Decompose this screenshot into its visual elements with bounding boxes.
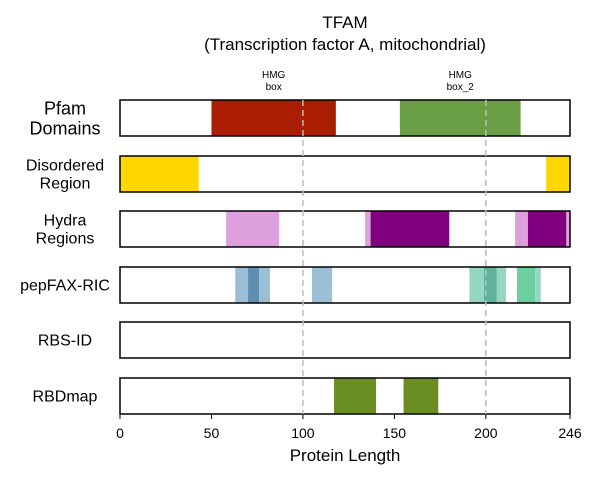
track-row: Disordered Region xyxy=(26,155,571,193)
track-row: RBS-ID xyxy=(38,321,571,359)
region-bar xyxy=(546,156,570,192)
track-row: pepFAX-RIC xyxy=(20,266,571,304)
x-tick-label: 100 xyxy=(291,425,315,441)
row-label-line: Disordered xyxy=(26,158,104,175)
domain-annotation-line: HMG xyxy=(449,70,473,81)
domain-annotation: HMG box xyxy=(262,70,286,93)
domain-annotation-line: box xyxy=(266,82,282,93)
x-axis: 0 50 100 150 200 246 xyxy=(116,414,582,441)
track-background xyxy=(120,322,570,358)
region-bar xyxy=(516,267,536,303)
x-axis-label: Protein Length xyxy=(290,446,401,465)
track-frame xyxy=(119,210,571,248)
track-frame xyxy=(119,99,571,137)
track-frame xyxy=(119,321,571,359)
row-label: Disordered Region xyxy=(26,158,104,193)
row-label-line: RBDmap xyxy=(33,389,98,406)
region-bar xyxy=(399,100,521,136)
track-frame xyxy=(119,377,571,415)
region-bar xyxy=(235,267,249,303)
track-frame xyxy=(119,266,571,304)
row-label-line: pepFAX-RIC xyxy=(20,278,110,295)
track-background xyxy=(120,211,570,247)
region-bar xyxy=(365,211,371,247)
row-label: Hydra Regions xyxy=(36,213,95,248)
region-bar xyxy=(334,378,377,414)
track-frame xyxy=(119,155,571,193)
region-bar xyxy=(312,267,333,303)
row-label: pepFAX-RIC xyxy=(20,278,110,295)
region-bar xyxy=(484,267,497,303)
region-bar xyxy=(527,211,567,247)
row-label: RBS-ID xyxy=(38,333,92,350)
region-bar xyxy=(496,267,506,303)
region-bar xyxy=(566,211,570,247)
domain-annotation-line: box_2 xyxy=(447,82,475,93)
region-bar xyxy=(515,211,528,247)
region-bar xyxy=(226,211,280,247)
track-row: Pfam Domains xyxy=(29,98,571,138)
region-bar xyxy=(469,267,485,303)
chart-title: TFAM xyxy=(322,13,367,32)
x-tick-label: 246 xyxy=(558,425,582,441)
chart-subtitle: (Transcription factor A, mitochondrial) xyxy=(204,35,486,54)
domain-annotation: HMG box_2 xyxy=(447,70,475,93)
track-row: Hydra Regions xyxy=(36,210,571,248)
row-label-line: Domains xyxy=(29,118,100,138)
x-tick-label: 150 xyxy=(383,425,407,441)
region-bar xyxy=(535,267,541,303)
region-bar xyxy=(120,156,199,192)
row-label-line: Region xyxy=(40,176,91,193)
region-bar xyxy=(259,267,270,303)
row-label-line: Pfam xyxy=(44,98,86,118)
x-tick-label: 200 xyxy=(474,425,498,441)
track-rows: Pfam Domains Disordered Region Hydra Regions p… xyxy=(20,98,571,415)
region-bar xyxy=(370,211,450,247)
row-label-line: Regions xyxy=(36,231,95,248)
track-row: RBDmap xyxy=(33,377,571,415)
row-label-line: RBS-ID xyxy=(38,333,92,350)
region-bar xyxy=(248,267,260,303)
row-label: Pfam Domains xyxy=(29,98,100,138)
x-tick-label: 50 xyxy=(204,425,220,441)
domain-annotation-line: HMG xyxy=(262,70,286,81)
region-bar xyxy=(403,378,439,414)
reference-lines xyxy=(302,100,487,414)
row-label-line: Hydra xyxy=(44,213,87,230)
x-tick-label: 0 xyxy=(116,425,124,441)
row-label: RBDmap xyxy=(33,389,98,406)
region-bar xyxy=(211,100,336,136)
